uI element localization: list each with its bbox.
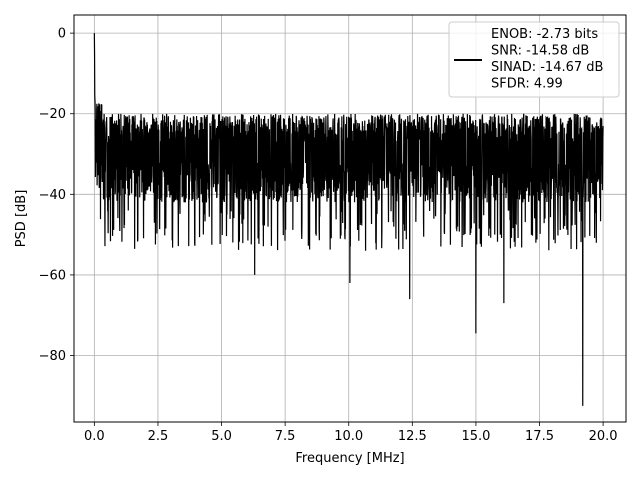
axes-frame <box>73 14 627 423</box>
x-axis-label: Frequency [MHz] <box>295 451 404 466</box>
legend-box <box>448 21 620 98</box>
legend-sfdr: SFDR: 4.99 <box>491 77 563 92</box>
x-tick-label: 10.0 <box>334 429 363 444</box>
y-tick-label: −80 <box>39 349 66 364</box>
y-tick-label: −40 <box>39 188 66 203</box>
x-tick-label: 17.5 <box>525 429 554 444</box>
y-tick-label: −20 <box>39 107 66 122</box>
legend-sinad: SINAD: -14.67 dB <box>491 60 603 75</box>
x-tick-label: 2.5 <box>148 429 169 444</box>
psd-series-line <box>93 33 604 406</box>
legend-enob: ENOB: -2.73 bits <box>491 27 598 42</box>
ticks-layer: 0.0 2.5 5.0 7.5 10.0 12.5 15.0 17.5 20.0 0 −20 −40 −… <box>39 27 618 444</box>
y-tick-label: 0 <box>58 27 66 42</box>
x-tick-label: 0.0 <box>84 429 105 444</box>
legend-snr: SNR: -14.58 dB <box>491 44 589 59</box>
legend: ENOB: -2.73 bits SNR: -14.58 dB SINAD: -… <box>448 21 620 98</box>
x-tick-label: 12.5 <box>398 429 427 444</box>
data-layer <box>93 33 604 406</box>
x-tick-label: 7.5 <box>275 429 296 444</box>
y-axis-label: PSD [dB] <box>14 190 29 248</box>
x-tick-label: 5.0 <box>211 429 232 444</box>
y-tick-label: −60 <box>39 268 66 283</box>
x-tick-label: 15.0 <box>461 429 490 444</box>
x-tick-label: 20.0 <box>589 429 618 444</box>
